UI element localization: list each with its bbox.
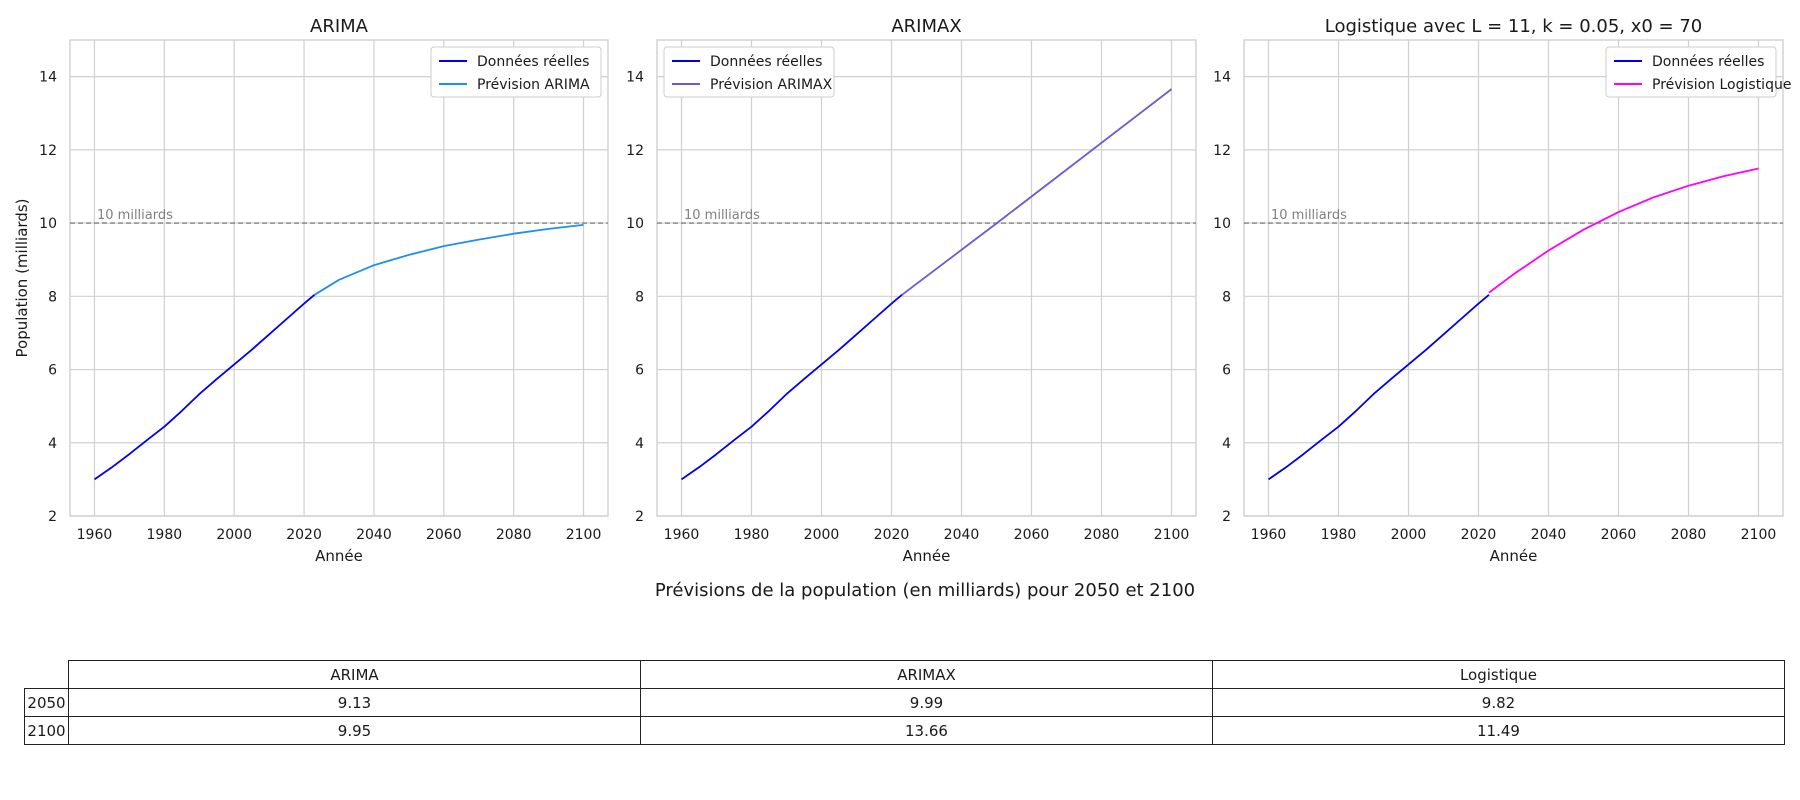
- x-tick-label: 2100: [566, 527, 602, 543]
- legend-label: Prévision ARIMAX: [710, 77, 833, 93]
- chart-title: ARIMAX: [891, 16, 961, 37]
- y-tick-label: 10: [39, 216, 57, 232]
- y-tick-label: 6: [48, 363, 57, 379]
- series-line-2: [314, 224, 584, 296]
- y-tick-label: 2: [1222, 509, 1231, 525]
- table-cell: 9.99: [640, 688, 1213, 717]
- x-tick-label: 2060: [1014, 527, 1050, 543]
- series-line-1: [680, 294, 903, 481]
- legend-box: [663, 46, 835, 98]
- y-tick-label: 4: [1222, 436, 1231, 452]
- chart-panel-3: 1960 1980 2000 2020 2040 2060 2080 2100 2 4 6 8 10 12…: [1213, 16, 1791, 565]
- chart-panel-1: 1960 1980 2000 2020 2040 2060 2080 2100 2 4 6 8 10 12…: [13, 16, 609, 565]
- x-tick-label: 1980: [734, 527, 770, 543]
- column-header-arima: ARIMA: [68, 660, 641, 689]
- x-tick-label: 1960: [77, 527, 113, 543]
- chart-title: Logistique avec L = 11, k = 0.05, x0 = 7…: [1325, 16, 1703, 37]
- y-tick-label: 12: [1213, 143, 1231, 159]
- column-header-logistique: Logistique: [1212, 660, 1785, 689]
- series-line-2: [901, 88, 1173, 296]
- x-tick-label: 1980: [147, 527, 183, 543]
- table-cell: 9.82: [1212, 688, 1785, 717]
- legend: Données réelles Prévision ARIMA: [430, 46, 602, 98]
- y-tick-label: 6: [1222, 363, 1231, 379]
- x-tick-label: 2080: [1671, 527, 1707, 543]
- row-header-2050: 2050: [24, 688, 69, 717]
- threshold-label: 10 milliards: [1271, 208, 1347, 223]
- y-tick-label: 2: [635, 509, 644, 525]
- chart-panel-2: 1960 1980 2000 2020 2040 2060 2080 2100 2 4 6 8 10 12…: [626, 16, 1197, 565]
- y-axis-label: Population (milliards): [13, 199, 31, 358]
- x-tick-label: 2080: [1084, 527, 1120, 543]
- legend-label: Prévision Logistique: [1652, 77, 1791, 93]
- table-row: 2100 9.95 13.66 11.49: [24, 716, 1785, 745]
- y-tick-label: 12: [626, 143, 644, 159]
- y-tick-label: 10: [626, 216, 644, 232]
- y-tick-label: 10: [1213, 216, 1231, 232]
- series-line-2: [1488, 167, 1759, 294]
- table-cell: 9.13: [68, 688, 641, 717]
- legend-label: Données réelles: [710, 54, 822, 70]
- x-tick-label: 2000: [1391, 527, 1427, 543]
- threshold-label: 10 milliards: [97, 208, 173, 223]
- table-cell: 9.95: [68, 716, 641, 745]
- x-tick-label: 2020: [874, 527, 910, 543]
- legend-label: Prévision ARIMA: [477, 77, 590, 93]
- y-tick-label: 8: [635, 289, 644, 305]
- x-tick-label: 1960: [1251, 527, 1287, 543]
- y-tick-label: 8: [48, 289, 57, 305]
- threshold-label: 10 milliards: [684, 208, 760, 223]
- x-axis-label: Année: [903, 547, 951, 565]
- row-header-2100: 2100: [24, 716, 69, 745]
- y-tick-label: 2: [48, 509, 57, 525]
- x-tick-label: 2020: [1461, 527, 1497, 543]
- column-header-arimax: ARIMAX: [640, 660, 1213, 689]
- table-title: Prévisions de la population (en milliard…: [654, 580, 1196, 601]
- chart-title: ARIMA: [310, 16, 369, 37]
- table-row: 2050 9.13 9.99 9.82: [24, 688, 1785, 717]
- forecast-table: ARIMA ARIMAX Logistique 2050 9.13 9.99 9…: [24, 660, 1785, 745]
- table-corner: [25, 661, 69, 689]
- x-tick-label: 2080: [496, 527, 532, 543]
- table-cell: 13.66: [640, 716, 1213, 745]
- x-tick-label: 2040: [944, 527, 980, 543]
- x-tick-label: 1960: [664, 527, 700, 543]
- y-tick-label: 12: [39, 143, 57, 159]
- x-axis-label: Année: [1490, 547, 1538, 565]
- x-tick-label: 2040: [1531, 527, 1567, 543]
- x-tick-label: 2000: [804, 527, 840, 543]
- x-tick-label: 2100: [1154, 527, 1190, 543]
- legend: Données réelles Prévision ARIMAX: [663, 46, 835, 98]
- x-tick-label: 1980: [1321, 527, 1357, 543]
- legend-label: Données réelles: [1652, 54, 1764, 70]
- x-tick-label: 2020: [286, 527, 322, 543]
- x-axis-label: Année: [315, 547, 363, 565]
- y-tick-label: 14: [39, 70, 57, 86]
- table-header-row: ARIMA ARIMAX Logistique: [25, 660, 1785, 689]
- y-tick-label: 14: [1213, 70, 1231, 86]
- series-line-1: [1267, 294, 1490, 481]
- x-tick-label: 2040: [356, 527, 392, 543]
- x-tick-label: 2000: [216, 527, 252, 543]
- table-cell: 11.49: [1212, 716, 1785, 745]
- y-tick-label: 4: [48, 436, 57, 452]
- legend: Données réelles Prévision Logistique: [1605, 46, 1791, 98]
- y-tick-label: 4: [635, 436, 644, 452]
- series-line-1: [93, 294, 316, 481]
- plot-frame: [656, 39, 1197, 517]
- x-tick-label: 2100: [1741, 527, 1777, 543]
- plot-frame: [1243, 39, 1784, 517]
- legend-box: [1605, 46, 1777, 98]
- plot-frame: [69, 39, 609, 517]
- y-tick-label: 8: [1222, 289, 1231, 305]
- x-tick-label: 2060: [426, 527, 462, 543]
- x-tick-label: 2060: [1601, 527, 1637, 543]
- legend-label: Données réelles: [477, 54, 589, 70]
- y-tick-label: 6: [635, 363, 644, 379]
- y-tick-label: 14: [626, 70, 644, 86]
- legend-box: [430, 46, 602, 98]
